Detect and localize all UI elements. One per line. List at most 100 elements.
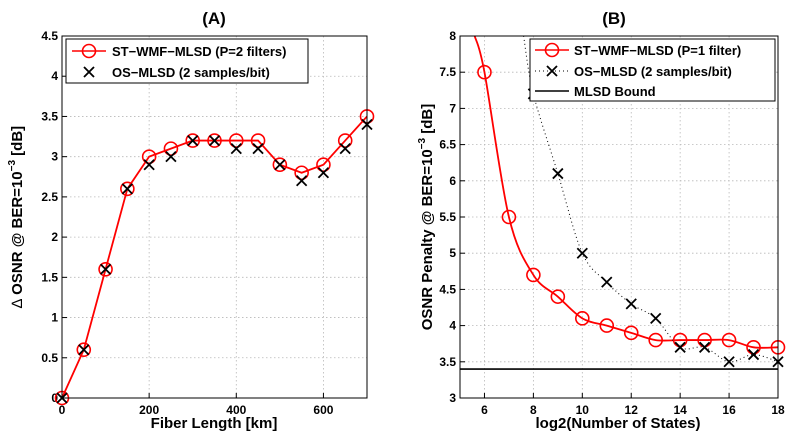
b-series-2-point [674,341,686,353]
panel-a-legend: ST−WMF−MLSD (P=2 filters) OS−MLSD (2 sam… [65,38,309,84]
a-xtick-label: 400 [226,403,246,417]
a-series-1-point [76,342,92,358]
a-series-1-point [272,157,288,173]
b-ytick-label: 6 [449,174,456,188]
b-series-1-point [721,332,737,348]
panel-a-ylabel: ∆ OSNR @ BER=10−3 [dB] [7,126,26,308]
b-ytick-label: 7.5 [439,65,456,79]
a-series-1-point [337,133,353,148]
a-series-2-point [187,134,199,147]
a-ytick-label: 1 [51,311,58,325]
b-ytick-label: 4 [449,319,456,333]
panel-a-axes-box [61,35,368,399]
b-series-2-point [747,348,760,361]
b-series-1-point [599,318,615,333]
b-ytick-label: 4.5 [439,282,456,296]
a-series-1-point [120,181,135,197]
a-ytick-label: 2.5 [41,190,58,204]
b-series-1-point [648,332,663,348]
a-series-2-point [296,175,308,187]
a-xtick-label: 600 [313,403,333,417]
b-series-2-point [650,312,662,324]
a-xtick-label: 0 [59,403,66,417]
panel-b-xticks: 6 8 10 12 14 16 18 [481,393,785,417]
legend-a-sample-circle [81,43,97,59]
a-series-2-point [121,183,133,195]
a-series-2-point [274,159,286,171]
a-series-1-point [207,133,222,148]
legend-a-series-2: OS−MLSD (2 samples/bit) [112,65,270,80]
a-series-1-point [185,133,201,148]
b-series-2-point [723,356,735,368]
panel-b-legend-box [529,38,776,102]
b-ytick-label: 5.5 [439,210,456,224]
legend-b-sample-circle [544,42,560,58]
b-ytick-label: 8 [449,29,456,43]
b-series-1-point [501,209,517,225]
b-series-2-point [576,247,588,259]
a-ytick-label: 0.5 [41,351,58,365]
panel-a-yticks: 00.511.522.533.544.5 [41,29,67,405]
b-series-2-point [552,167,564,180]
a-series-1-point [250,133,266,148]
a-series-2-point [252,142,264,155]
panel-b-ylabel: OSNR Penalty @ BER=10−3 [dB] [417,104,436,331]
b-series-1-point [623,325,639,341]
b-series-2-point [601,276,613,288]
a-xtick-label: 200 [139,403,159,417]
b-xtick-label: 14 [673,403,687,417]
a-series-2-point [208,134,221,147]
b-ytick-label: 3 [449,391,456,405]
a-series-2-point [99,263,112,275]
b-xtick-label: 8 [530,403,537,417]
legend-b-sample-x [546,65,558,77]
a-ytick-label: 1.5 [41,270,58,284]
panel-b-xlabel: log2(Number of States) [535,415,700,432]
a-series-2-point [339,142,351,155]
panel-a-xticks: 0 200 400 600 [59,393,334,417]
a-series-1-point [316,157,331,173]
legend-a-sample-x [83,66,95,78]
panel-a-title: (A) [202,9,226,28]
a-series-1-point [163,141,179,156]
legend-b-series-1: ST−WMF−MLSD (P=1 filter) [574,43,741,58]
a-series-1-point [228,133,244,148]
a-ytick-label: 4.5 [41,29,58,43]
panel-a-xlabel: Fiber Length [km] [151,415,278,432]
a-ytick-label: 2 [51,230,58,244]
b-ytick-label: 7 [449,101,456,115]
b-series-1-point [526,267,541,283]
b-series-1-point [477,64,492,80]
legend-a-series-1: ST−WMF−MLSD (P=2 filters) [112,44,286,59]
b-series-1-point [575,311,590,326]
b-ytick-label: 3.5 [439,355,456,369]
panel-b-legend: ST−WMF−MLSD (P=1 filter) OS−MLSD (2 samp… [529,38,776,102]
panel-a: (A) 0 200 400 600 0 0.5 1 1.5 2 2.5 3 3.5 4 4.5 Fibe… [7,9,375,432]
b-xtick-label: 16 [722,403,736,417]
legend-b-series-3: MLSD Bound [574,84,656,99]
a-ytick-label: 3 [51,150,58,164]
a-series-1-point [141,149,157,164]
panel-a-legend-box [65,38,309,84]
b-series-2-point [698,341,711,353]
b-xtick-label: 12 [625,403,639,417]
panel-b: (B) 6 8 10 12 14 16 18 3 3.5 4 4.5 5 5.5 6 6.5 7 7.5 8 l… [417,9,786,432]
panel-b-title: (B) [602,9,626,28]
panel-b-axes-box [459,35,779,399]
b-series-1-line [473,35,779,349]
a-series-2-point [165,151,177,163]
a-series-2-point [230,142,242,155]
b-ytick-label: 6.5 [439,138,456,152]
b-xtick-label: 18 [771,403,785,417]
a-series-2-point [317,167,330,179]
b-xtick-label: 10 [576,403,590,417]
a-ytick-label: 4 [51,69,58,83]
panel-b-yticks: 3 3.5 4 4.5 5 5.5 6 6.5 7 7.5 8 [439,29,465,405]
b-series-2-point [625,298,637,310]
a-series-1-point [98,261,113,277]
a-ytick-label: 3.5 [41,109,58,123]
b-series-1-point [550,289,566,304]
b-ytick-label: 5 [449,246,456,260]
a-series-1-point [294,165,309,181]
